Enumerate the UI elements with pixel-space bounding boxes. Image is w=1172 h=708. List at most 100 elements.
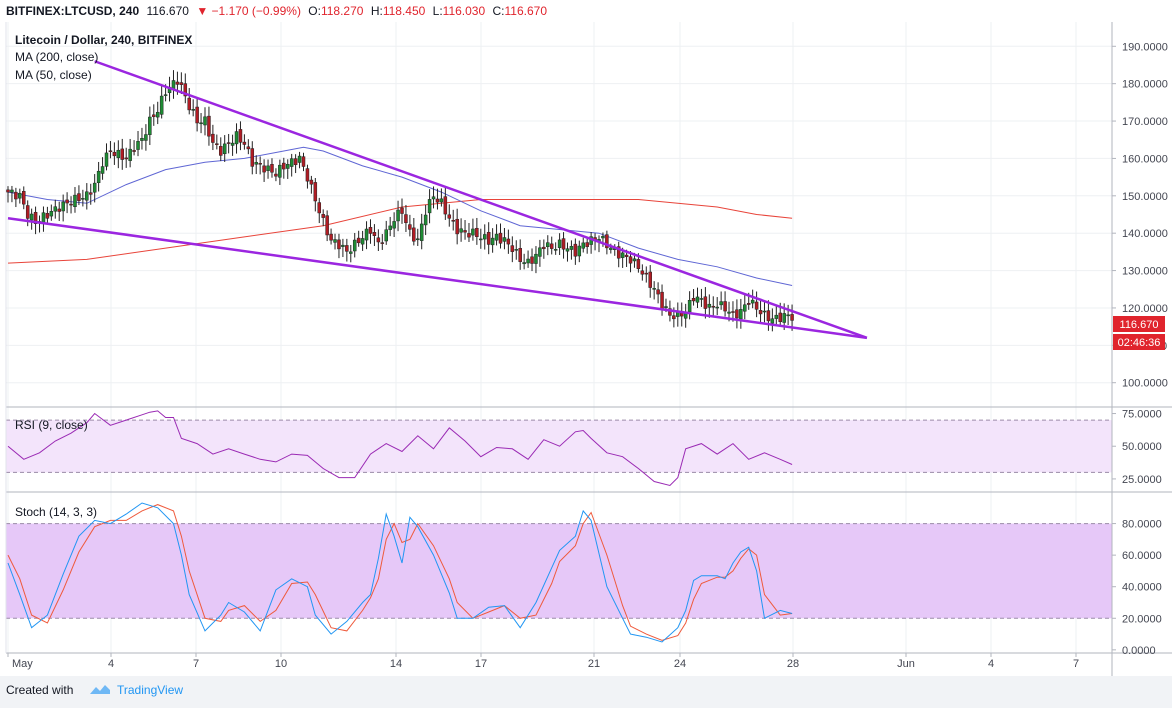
candle bbox=[455, 208, 459, 245]
symbol-name[interactable]: BITFINEX:LTCUSD, 240 bbox=[6, 4, 140, 18]
rsi-label[interactable]: RSI (9, close) bbox=[15, 418, 88, 432]
candle-body bbox=[455, 218, 459, 235]
price-axis[interactable]: 100.0000110.0000120.0000130.0000140.0000… bbox=[1112, 41, 1168, 657]
candle bbox=[569, 240, 574, 260]
low-value: 116.030 bbox=[442, 4, 486, 18]
candle-body bbox=[577, 245, 582, 257]
candle bbox=[419, 213, 424, 250]
candle-body bbox=[341, 244, 345, 247]
candle-body bbox=[246, 146, 251, 150]
ma200-line bbox=[7, 199, 793, 264]
candle bbox=[238, 121, 243, 151]
candle-body bbox=[538, 247, 542, 257]
candle bbox=[329, 228, 333, 245]
candle-body bbox=[510, 245, 515, 252]
candle bbox=[96, 161, 101, 192]
candle bbox=[85, 183, 89, 210]
candle-body bbox=[419, 223, 424, 241]
low-label: L: bbox=[432, 4, 443, 18]
time-tick-label: Jun bbox=[897, 658, 915, 670]
candle bbox=[179, 72, 184, 94]
candle bbox=[215, 134, 219, 150]
candle-body bbox=[408, 224, 412, 230]
candle-body bbox=[652, 288, 656, 290]
time-tick-label: 24 bbox=[674, 658, 686, 670]
candle bbox=[384, 220, 388, 245]
candle-body bbox=[553, 249, 558, 251]
candle-body bbox=[569, 246, 574, 250]
candle-body bbox=[506, 238, 511, 245]
candle bbox=[317, 197, 322, 224]
trendlines[interactable] bbox=[7, 60, 868, 340]
time-tick-label: 4 bbox=[988, 658, 994, 670]
candle bbox=[396, 200, 400, 232]
candle-body bbox=[132, 150, 136, 152]
candle-body bbox=[191, 109, 195, 111]
candle-body bbox=[616, 246, 621, 259]
oscillator-lines bbox=[7, 410, 793, 643]
rsi-tick-label: 75.0000 bbox=[1122, 409, 1162, 421]
candle bbox=[656, 282, 660, 304]
candle bbox=[585, 237, 589, 254]
candle-body bbox=[92, 182, 97, 193]
candle bbox=[33, 206, 38, 235]
candle bbox=[104, 143, 109, 171]
tradingview-logo-icon[interactable] bbox=[88, 682, 112, 696]
candle-body bbox=[112, 151, 117, 157]
candle bbox=[589, 232, 593, 254]
candle bbox=[719, 291, 723, 310]
candle bbox=[234, 123, 239, 154]
candle bbox=[416, 228, 420, 246]
candle-body bbox=[349, 251, 353, 254]
candle bbox=[546, 235, 550, 256]
candle-body bbox=[372, 232, 377, 236]
candle bbox=[140, 127, 144, 150]
stoch-label[interactable]: Stoch (14, 3, 3) bbox=[15, 505, 97, 519]
candle bbox=[581, 237, 585, 253]
candle-body bbox=[439, 198, 444, 203]
candle-body bbox=[187, 97, 191, 111]
candles[interactable] bbox=[6, 70, 794, 332]
legend-ma50[interactable]: MA (50, close) bbox=[15, 68, 92, 82]
candle-body bbox=[754, 301, 759, 310]
time-axis[interactable]: May 4 7 10 14 17 21 24 28 Jun 4 7 bbox=[7, 653, 1079, 670]
candle bbox=[565, 242, 570, 262]
candle bbox=[333, 233, 337, 250]
candle-body bbox=[313, 182, 318, 202]
candle bbox=[538, 239, 542, 267]
candle-body bbox=[356, 237, 361, 244]
candle-body bbox=[762, 310, 767, 313]
candle bbox=[266, 159, 270, 179]
candle bbox=[471, 218, 475, 241]
chart-area[interactable]: 100.0000110.0000120.0000130.0000140.0000… bbox=[0, 22, 1172, 676]
candle-body bbox=[258, 163, 262, 165]
candle bbox=[6, 186, 10, 203]
candle bbox=[136, 130, 140, 157]
legend-ma200[interactable]: MA (200, close) bbox=[15, 50, 98, 64]
candle bbox=[352, 232, 357, 258]
candle bbox=[187, 88, 191, 115]
candle-body bbox=[711, 305, 716, 308]
candle bbox=[171, 70, 176, 99]
candle-body bbox=[746, 303, 751, 305]
candle bbox=[349, 244, 353, 263]
candle-body bbox=[628, 256, 633, 264]
candle-body bbox=[222, 143, 227, 155]
candle bbox=[482, 224, 487, 250]
candle-body bbox=[463, 230, 467, 233]
candle bbox=[22, 186, 26, 210]
stoch-tick-label: 20.0000 bbox=[1122, 613, 1162, 625]
candle-body bbox=[557, 239, 562, 248]
candle-body bbox=[234, 131, 239, 145]
rsi-tick-label: 50.0000 bbox=[1122, 441, 1162, 453]
candle bbox=[199, 113, 203, 134]
tradingview-brand[interactable]: TradingView bbox=[117, 683, 184, 697]
time-tick-label: 7 bbox=[1073, 658, 1079, 670]
candle-body bbox=[81, 198, 85, 200]
candle-body bbox=[632, 258, 637, 262]
candle bbox=[597, 235, 601, 253]
last-price: 116.670 bbox=[146, 4, 189, 18]
candle bbox=[29, 208, 34, 230]
candle bbox=[313, 177, 318, 212]
candle-body bbox=[317, 202, 322, 214]
